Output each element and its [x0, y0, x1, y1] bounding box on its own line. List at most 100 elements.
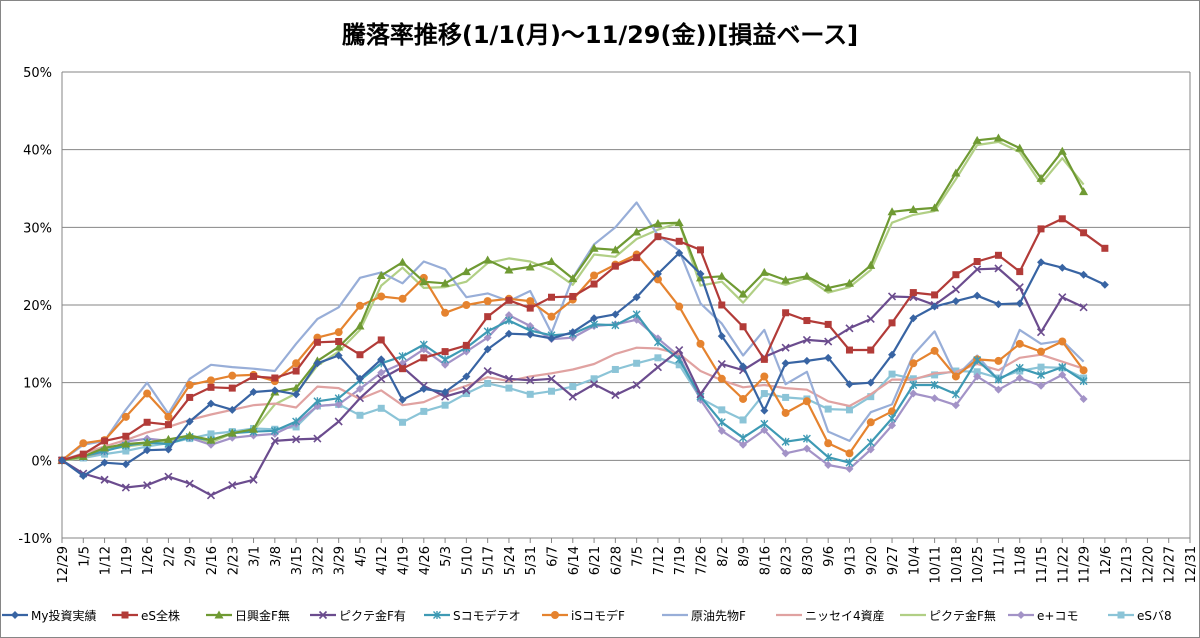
x-tick-label: 7/5: [631, 546, 646, 567]
data-point: [249, 424, 259, 433]
data-point: [718, 406, 726, 414]
data-point: [1015, 283, 1024, 292]
data-point: [909, 380, 918, 389]
data-point: [1015, 339, 1024, 348]
x-tick-label: 10/25: [971, 546, 986, 583]
data-point: [206, 435, 216, 444]
data-point: [632, 293, 641, 302]
x-tick-label: 3/1: [248, 546, 263, 567]
data-point: [483, 327, 492, 336]
data-point: [675, 302, 684, 311]
data-point: [930, 394, 939, 403]
data-point: [164, 421, 172, 429]
data-point: [675, 248, 684, 257]
legend-label: ピクテ金F有: [339, 608, 406, 623]
data-point: [610, 245, 620, 254]
data-point: [931, 291, 939, 299]
data-point: [866, 438, 875, 447]
data-point: [377, 404, 385, 412]
data-point: [504, 311, 513, 320]
data-point: [547, 374, 556, 383]
y-tick-label: 20%: [23, 299, 52, 314]
legend-entry: 原油先物F: [662, 609, 746, 623]
data-point: [994, 251, 1002, 259]
x-tick-label: 3/15: [290, 546, 305, 575]
x-tick-label: 6/14: [567, 546, 582, 575]
data-point: [334, 394, 343, 403]
x-tick-label: 10/11: [929, 546, 944, 583]
x-tick-label: 12/29: [56, 546, 71, 583]
data-point: [58, 456, 66, 465]
data-point: [824, 453, 833, 462]
data-point: [228, 384, 236, 392]
data-point: [781, 449, 790, 458]
x-tick-label: 11/29: [1078, 546, 1093, 583]
x-tick-label: 7/19: [673, 546, 688, 575]
data-point: [249, 387, 258, 396]
data-point: [143, 418, 151, 426]
x-tick-label: 9/6: [822, 546, 837, 567]
data-point: [845, 449, 854, 458]
data-point: [568, 392, 577, 401]
data-point: [334, 400, 343, 409]
data-point: [207, 383, 215, 391]
data-point: [334, 342, 344, 351]
x-tick-label: 3/22: [311, 546, 326, 575]
data-point: [206, 399, 215, 408]
data-point: [1101, 244, 1109, 252]
data-point: [653, 269, 662, 278]
data-point: [951, 390, 960, 399]
data-point: [972, 135, 982, 144]
data-point: [79, 471, 88, 480]
x-tick-label: 5/3: [439, 546, 454, 567]
data-point: [611, 391, 620, 400]
legend-marker: [214, 610, 224, 619]
data-point: [1079, 377, 1088, 386]
data-point: [1058, 363, 1067, 372]
series-3: [57, 264, 1088, 500]
data-point: [356, 351, 364, 359]
data-point: [994, 385, 1003, 394]
data-point: [866, 378, 875, 387]
data-point: [1036, 173, 1046, 182]
data-point: [1079, 366, 1088, 375]
legend-label: ピクテ金F無: [929, 608, 996, 623]
legend-entry: Sコモデテオ: [424, 608, 521, 623]
data-point: [163, 434, 173, 443]
data-point: [802, 356, 811, 365]
x-tick-label: 12/27: [1163, 546, 1178, 583]
data-point: [824, 460, 833, 469]
data-point: [931, 371, 939, 379]
x-tick-label: 9/13: [843, 546, 858, 575]
data-point: [1015, 143, 1025, 152]
data-point: [483, 255, 493, 264]
data-point: [845, 324, 854, 333]
x-tick-label: 8/23: [780, 546, 795, 575]
data-point: [100, 475, 109, 484]
data-point: [632, 227, 642, 236]
data-point: [292, 417, 301, 426]
data-point: [781, 408, 790, 417]
data-point: [185, 380, 194, 389]
data-point: [824, 353, 833, 362]
series-layer: [57, 133, 1109, 500]
data-point: [739, 394, 748, 403]
data-point: [249, 475, 258, 484]
data-point: [1036, 328, 1046, 337]
data-point: [270, 386, 279, 395]
data-point: [143, 389, 152, 398]
data-point: [292, 359, 301, 368]
x-tick-label: 1/26: [141, 546, 156, 575]
data-point: [1058, 337, 1067, 346]
data-point: [313, 359, 322, 368]
data-point: [675, 361, 683, 369]
y-tick-label: 50%: [23, 66, 52, 81]
data-point: [164, 472, 173, 481]
data-point: [568, 328, 577, 337]
data-point: [611, 310, 620, 319]
data-point: [398, 257, 408, 266]
y-tick-label: 40%: [23, 144, 52, 159]
data-point: [526, 330, 535, 339]
legend-marker: [121, 611, 129, 619]
